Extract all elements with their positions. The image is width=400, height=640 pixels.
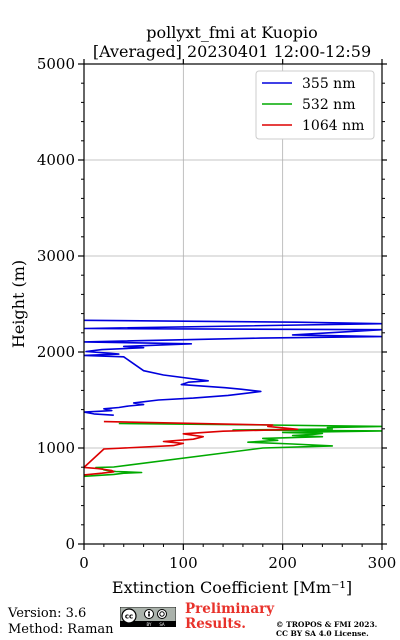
legend: 355 nm 532 nm 1064 nm (255, 70, 375, 140)
chart-subtitle: [Averaged] 20230401 12:00-12:59 (93, 42, 371, 61)
preliminary-results-note: Preliminary Results. (185, 602, 274, 632)
y-tick-label: 4000 (37, 151, 75, 169)
preliminary-line-2: Results. (185, 616, 246, 632)
copyright-note: © TROPOS & FMI 2023. CC BY SA 4.0 Licens… (276, 620, 377, 638)
x-tick-label: 200 (268, 554, 297, 572)
x-tick-label: 0 (79, 554, 89, 572)
legend-box (255, 70, 375, 140)
svg-text:BY: BY (147, 622, 153, 627)
legend-label: 1064 nm (302, 118, 364, 134)
svg-text:cc: cc (125, 613, 133, 621)
chart-title: pollyxt_fmi at Kuopio (146, 23, 317, 42)
x-tick-label: 300 (368, 554, 397, 572)
svg-text:SA: SA (159, 622, 165, 627)
version-text: Version: 3.6 (8, 606, 87, 621)
preliminary-line-1: Preliminary (185, 601, 275, 617)
y-tick-label: 1000 (37, 439, 75, 457)
y-tick-label: 3000 (37, 247, 75, 265)
copyright-line-2: CC BY SA 4.0 License. (276, 629, 369, 638)
y-tick-label: 2000 (37, 343, 75, 361)
legend-label: 532 nm (302, 97, 355, 113)
plot-frame (83, 63, 383, 545)
method-text: Method: Raman (8, 622, 114, 637)
cc-by-sa-icon: cc BY SA (120, 607, 176, 627)
legend-label: 355 nm (302, 76, 355, 92)
y-axis-label: Height (m) (9, 260, 28, 348)
y-tick-label: 5000 (37, 55, 75, 73)
x-tick-label: 100 (169, 554, 198, 572)
copyright-line-1: © TROPOS & FMI 2023. (276, 620, 378, 629)
x-axis-label: Extinction Coefficient [Mm⁻¹] (112, 578, 352, 597)
series-line-355-nm (84, 319, 382, 416)
series-line-1064-nm (84, 420, 299, 476)
y-tick-label: 0 (65, 535, 75, 553)
plot-series (84, 319, 382, 478)
